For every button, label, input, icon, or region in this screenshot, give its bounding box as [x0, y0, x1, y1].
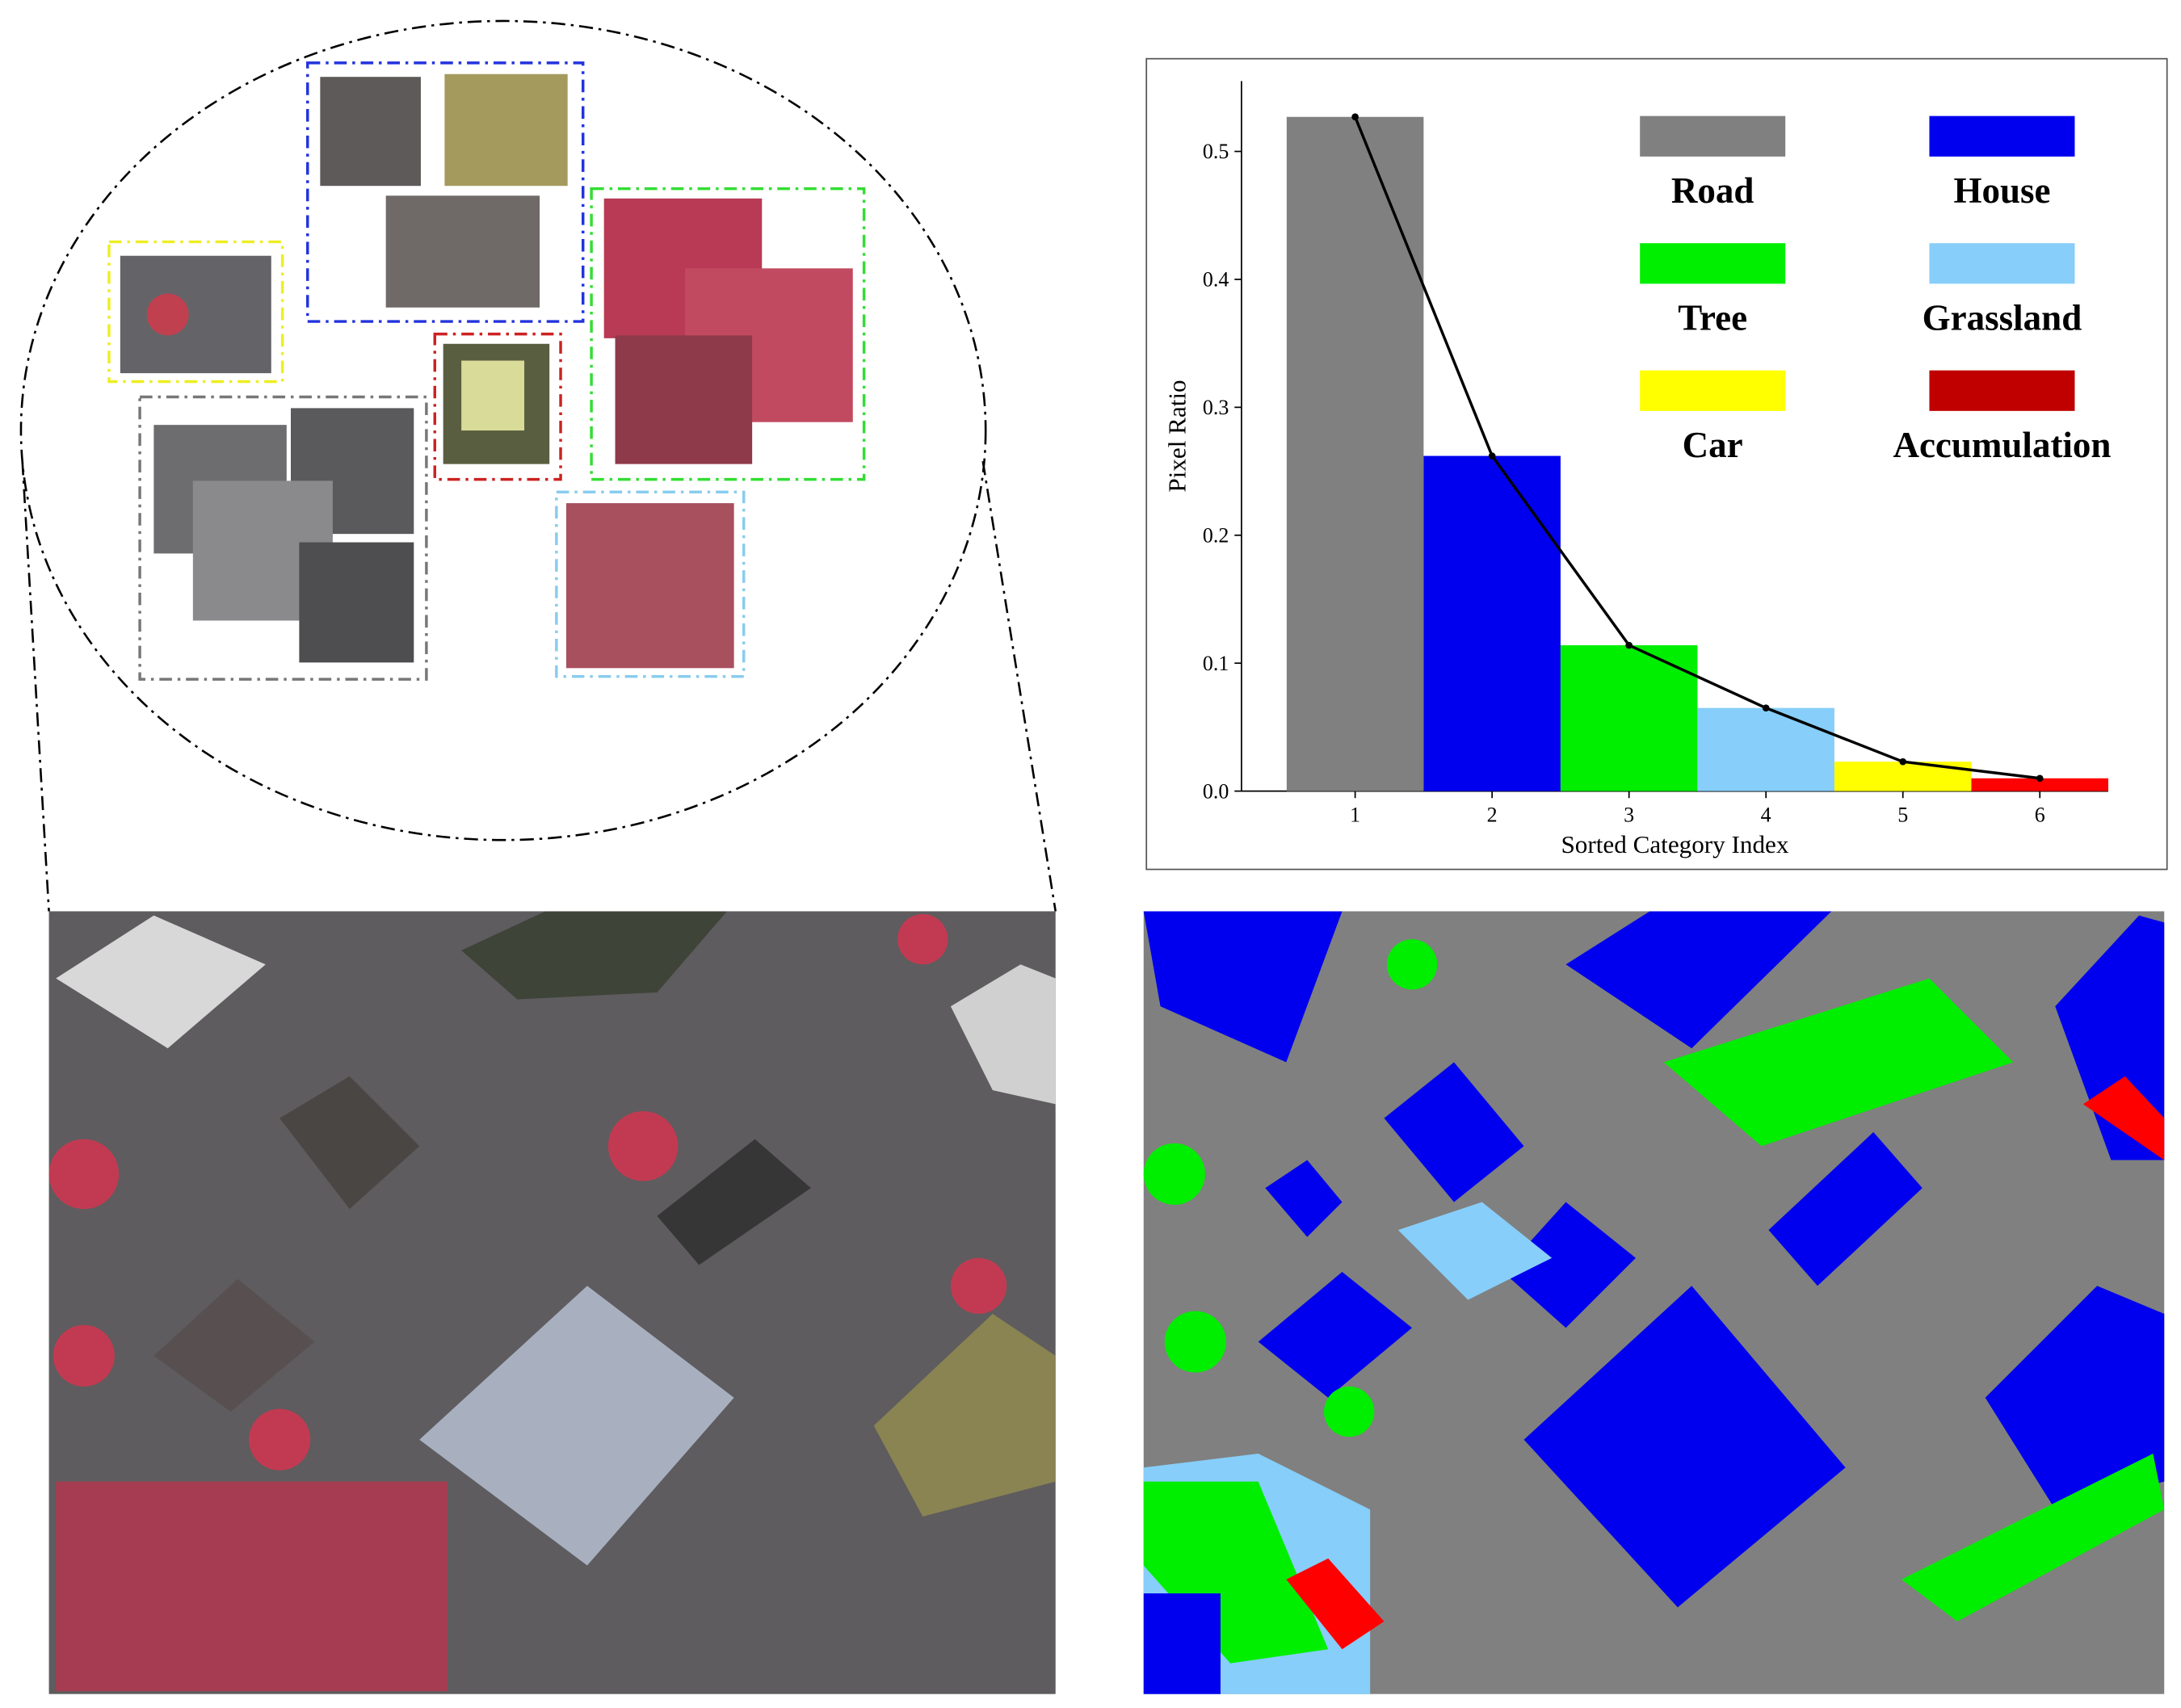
patch	[146, 293, 189, 336]
roof	[950, 964, 1056, 1105]
bar	[1423, 455, 1561, 791]
roof	[461, 911, 727, 1000]
x-tick-label: 3	[1624, 804, 1634, 827]
house-region	[1384, 1062, 1524, 1202]
tree-region	[1386, 939, 1438, 990]
legend-label: Road	[1671, 170, 1754, 211]
legend-swatch	[1640, 243, 1786, 284]
roof	[56, 915, 266, 1049]
accumulation-region	[2082, 1076, 2165, 1160]
house-box	[306, 61, 585, 323]
roof	[657, 1139, 811, 1265]
tree-box	[590, 187, 866, 481]
tree-region	[1164, 1311, 1226, 1373]
legend-label: Tree	[1678, 297, 1747, 338]
tree	[53, 1324, 115, 1387]
y-tick-label: 0.0	[1203, 779, 1229, 803]
x-tick-label: 6	[2035, 804, 2045, 827]
chart-frame	[1145, 57, 2168, 871]
legend-swatch	[1640, 115, 1786, 157]
accumulation-box	[433, 332, 562, 481]
legend-label: House	[1953, 170, 2050, 211]
house-region	[1565, 911, 1832, 1049]
house-region	[1143, 911, 1343, 1063]
patch	[385, 195, 540, 308]
legend-label: Accumulation	[1893, 425, 2111, 465]
y-tick-label: 0.1	[1203, 652, 1229, 675]
trend-point	[2036, 774, 2044, 783]
house-region	[1143, 1593, 1221, 1694]
grass-region	[1397, 1202, 1553, 1300]
bar-chart: Sorted Category Index Pixel Ratio 0.0 0.1…	[1163, 81, 2111, 858]
tree-region	[1901, 1454, 2165, 1622]
y-axis-label: Pixel Ratio	[1163, 380, 1191, 492]
house-region	[1265, 1160, 1343, 1237]
trend-point	[1351, 113, 1359, 121]
house-region	[1502, 1202, 1636, 1328]
tree	[897, 913, 948, 965]
roof	[419, 1286, 734, 1566]
house-region	[1258, 1272, 1413, 1398]
tree-region	[1663, 978, 2014, 1147]
zoom-line	[21, 461, 50, 912]
x-tick-label: 4	[1761, 804, 1771, 827]
y-tick-label: 0.2	[1203, 523, 1229, 547]
bar	[1286, 116, 1424, 791]
tree	[56, 1481, 448, 1692]
patch	[444, 73, 568, 187]
y-tick-label: 0.5	[1203, 140, 1229, 163]
house-region	[1985, 1286, 2165, 1510]
bar	[1697, 707, 1834, 791]
x-tick-label: 5	[1897, 804, 1908, 827]
patch-overview	[19, 19, 1057, 912]
trend-line	[1354, 116, 2040, 780]
tree	[249, 1408, 311, 1471]
accumulation-region	[1286, 1558, 1385, 1650]
bar	[1971, 778, 2108, 791]
roof	[873, 1313, 1056, 1517]
patch	[615, 335, 753, 464]
zoom-ellipse	[19, 19, 987, 841]
trend-point	[1899, 757, 1907, 766]
tree-region	[1143, 1143, 1205, 1205]
roof	[153, 1278, 315, 1412]
x-tick-label: 1	[1350, 804, 1360, 827]
trend-point	[1488, 452, 1496, 460]
patch	[461, 360, 525, 431]
house-region	[1768, 1131, 1923, 1286]
house-region	[1523, 1286, 1846, 1608]
zoom-line	[981, 460, 1057, 912]
y-tick-label: 0.3	[1203, 396, 1229, 419]
patch	[320, 77, 421, 187]
tree-region	[1143, 1481, 1329, 1664]
bar	[1560, 645, 1698, 791]
x-axis-label: Sorted Category Index	[1561, 830, 1788, 858]
trend-point	[1762, 704, 1770, 711]
aerial-image	[48, 911, 1056, 1694]
segmentation-map	[1143, 911, 2165, 1694]
tree-region	[1324, 1386, 1375, 1437]
legend-swatch	[1929, 370, 2075, 411]
car-box	[107, 240, 284, 384]
legend-label: Grassland	[1923, 297, 2082, 338]
tree	[607, 1110, 679, 1181]
patch	[299, 542, 414, 663]
tree	[950, 1257, 1007, 1314]
legend-swatch	[1929, 243, 2075, 284]
road-box	[138, 395, 428, 681]
x-tick-label: 2	[1487, 804, 1498, 827]
patch	[120, 255, 271, 374]
patch	[565, 503, 734, 669]
legend-swatch	[1929, 115, 2075, 157]
trend-point	[1625, 641, 1633, 649]
tree	[48, 1139, 120, 1210]
legend-swatch	[1640, 370, 1786, 411]
legend-label: Car	[1683, 425, 1743, 465]
y-tick-label: 0.4	[1203, 268, 1229, 292]
roof	[279, 1076, 420, 1210]
